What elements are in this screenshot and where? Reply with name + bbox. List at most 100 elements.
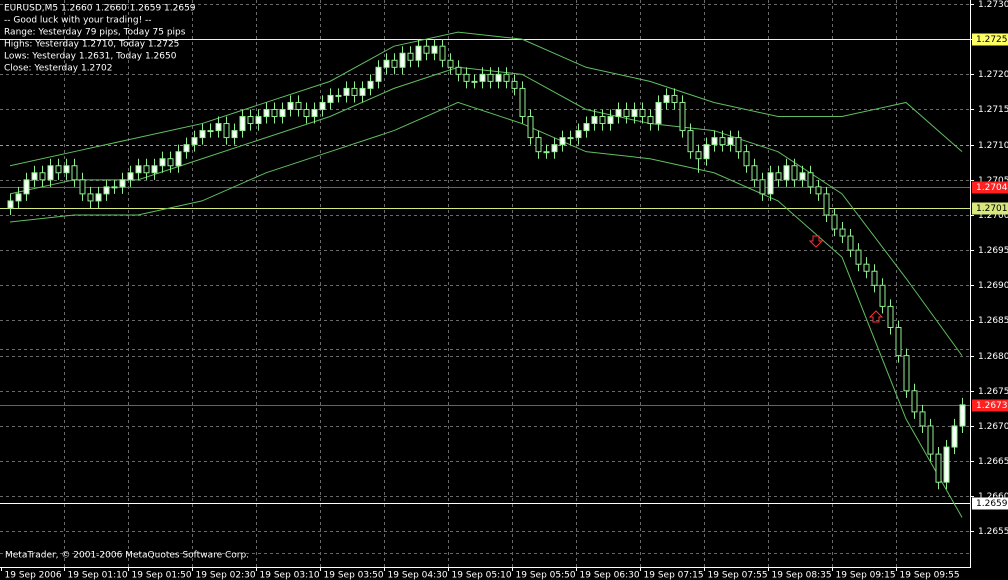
levels bbox=[0, 39, 970, 554]
candle-body bbox=[215, 123, 222, 132]
candle-body bbox=[719, 137, 726, 146]
candle-body bbox=[183, 144, 190, 153]
candle-body bbox=[135, 165, 142, 174]
x-tick-label: 19 Sep 09:55 bbox=[900, 571, 960, 580]
candle-body bbox=[615, 108, 622, 118]
candle-body bbox=[479, 73, 486, 82]
y-tick-label: 1.2720 bbox=[978, 70, 1008, 80]
candle-body bbox=[367, 80, 374, 89]
band-upper bbox=[9, 31, 963, 167]
candle-body bbox=[759, 179, 766, 195]
x-tick-label: 19 Sep 03:10 bbox=[260, 571, 320, 580]
candle-body bbox=[623, 108, 630, 118]
x-tick-label: 19 Sep 05:10 bbox=[452, 571, 512, 580]
candle-body bbox=[159, 158, 166, 167]
candle-body bbox=[951, 425, 958, 448]
candle-body bbox=[255, 116, 262, 125]
candle-body bbox=[655, 101, 662, 125]
candle-body bbox=[583, 123, 590, 132]
candle-body bbox=[351, 87, 358, 96]
candle-body bbox=[591, 116, 598, 125]
x-tick-label: 19 Sep 08:35 bbox=[772, 571, 832, 580]
info-text: EURUSD,M5 1.2660 1.2660 1.2659 1.2659 -- … bbox=[4, 4, 196, 74]
candle-body bbox=[23, 179, 30, 195]
candle-body bbox=[279, 108, 286, 118]
level-label-box bbox=[972, 181, 1008, 194]
level-label: 1.2704 bbox=[976, 183, 1008, 193]
candle-body bbox=[223, 123, 230, 139]
candle-body bbox=[543, 151, 550, 154]
candle-body bbox=[359, 87, 366, 96]
candle-body bbox=[39, 172, 46, 181]
x-tick-label: 19 Sep 01:10 bbox=[68, 571, 128, 580]
y-tick-label: 1.2680 bbox=[978, 352, 1008, 362]
candle-body bbox=[839, 228, 846, 237]
candle-body bbox=[15, 193, 22, 202]
candle-body bbox=[751, 165, 758, 181]
candle-body bbox=[311, 108, 318, 118]
candle-body bbox=[711, 137, 718, 146]
candle-body bbox=[943, 446, 950, 483]
candle-body bbox=[927, 425, 934, 455]
candle-body bbox=[855, 249, 862, 265]
candle-body bbox=[607, 116, 614, 125]
candle-body bbox=[495, 73, 502, 82]
candle-body bbox=[895, 326, 902, 357]
candle-body bbox=[687, 130, 694, 153]
candle-body bbox=[647, 116, 654, 125]
candle-body bbox=[287, 101, 294, 110]
candle-body bbox=[447, 59, 454, 68]
y-tick-label: 1.2705 bbox=[978, 176, 1008, 186]
candle-body bbox=[87, 193, 94, 202]
info-line: EURUSD,M5 1.2660 1.2660 1.2659 1.2659 bbox=[4, 4, 196, 14]
x-tick-label: 19 Sep 04:30 bbox=[388, 571, 448, 580]
level-label: 1.2725 bbox=[976, 35, 1008, 45]
x-tick-label: 19 Sep 06:30 bbox=[580, 571, 640, 580]
candle-body bbox=[679, 101, 686, 132]
buy-arrow bbox=[868, 310, 884, 323]
candle-body bbox=[671, 94, 678, 103]
candle-body bbox=[343, 87, 350, 96]
info-line: Lows: Yesterday 1.2631, Today 1.2650 bbox=[4, 52, 177, 62]
candle-body bbox=[663, 94, 670, 103]
candle-body bbox=[407, 52, 414, 61]
info-line: Range: Yesterday 79 pips, Today 75 pips bbox=[4, 28, 186, 38]
candle-body bbox=[95, 193, 102, 202]
candle-body bbox=[239, 116, 246, 132]
candle-body bbox=[191, 137, 198, 146]
candle-body bbox=[847, 235, 854, 251]
candle-body bbox=[527, 116, 534, 139]
y-tick-label: 1.2670 bbox=[978, 422, 1008, 432]
candle-body bbox=[79, 179, 86, 195]
candle-body bbox=[727, 137, 734, 146]
x-tick-label: 19 Sep 02:30 bbox=[196, 571, 256, 580]
candle-body bbox=[143, 165, 150, 174]
candle-body bbox=[103, 186, 110, 195]
candle-body bbox=[871, 270, 878, 286]
candle-body bbox=[815, 186, 822, 195]
y-tick-label: 1.2655 bbox=[978, 527, 1008, 537]
candle-body bbox=[271, 108, 278, 118]
level-label-box bbox=[972, 33, 1008, 46]
candle-body bbox=[791, 165, 798, 181]
candle-body bbox=[799, 172, 806, 181]
candle-body bbox=[887, 305, 894, 328]
candle-body bbox=[423, 45, 430, 54]
candle-body bbox=[599, 116, 606, 125]
candle-body bbox=[551, 144, 558, 153]
candle-body bbox=[519, 87, 526, 118]
candle-body bbox=[327, 94, 334, 103]
candle-body bbox=[823, 193, 830, 216]
candle-body bbox=[399, 52, 406, 68]
candle-body bbox=[335, 94, 342, 97]
x-tick-label: 19 Sep 09:15 bbox=[836, 571, 896, 580]
candle-body bbox=[639, 108, 646, 118]
candle-body bbox=[7, 200, 14, 209]
candle-body bbox=[935, 453, 942, 483]
candle-body bbox=[735, 137, 742, 153]
x-tick-label: 19 Sep 03:50 bbox=[324, 571, 384, 580]
candle-body bbox=[375, 66, 382, 82]
